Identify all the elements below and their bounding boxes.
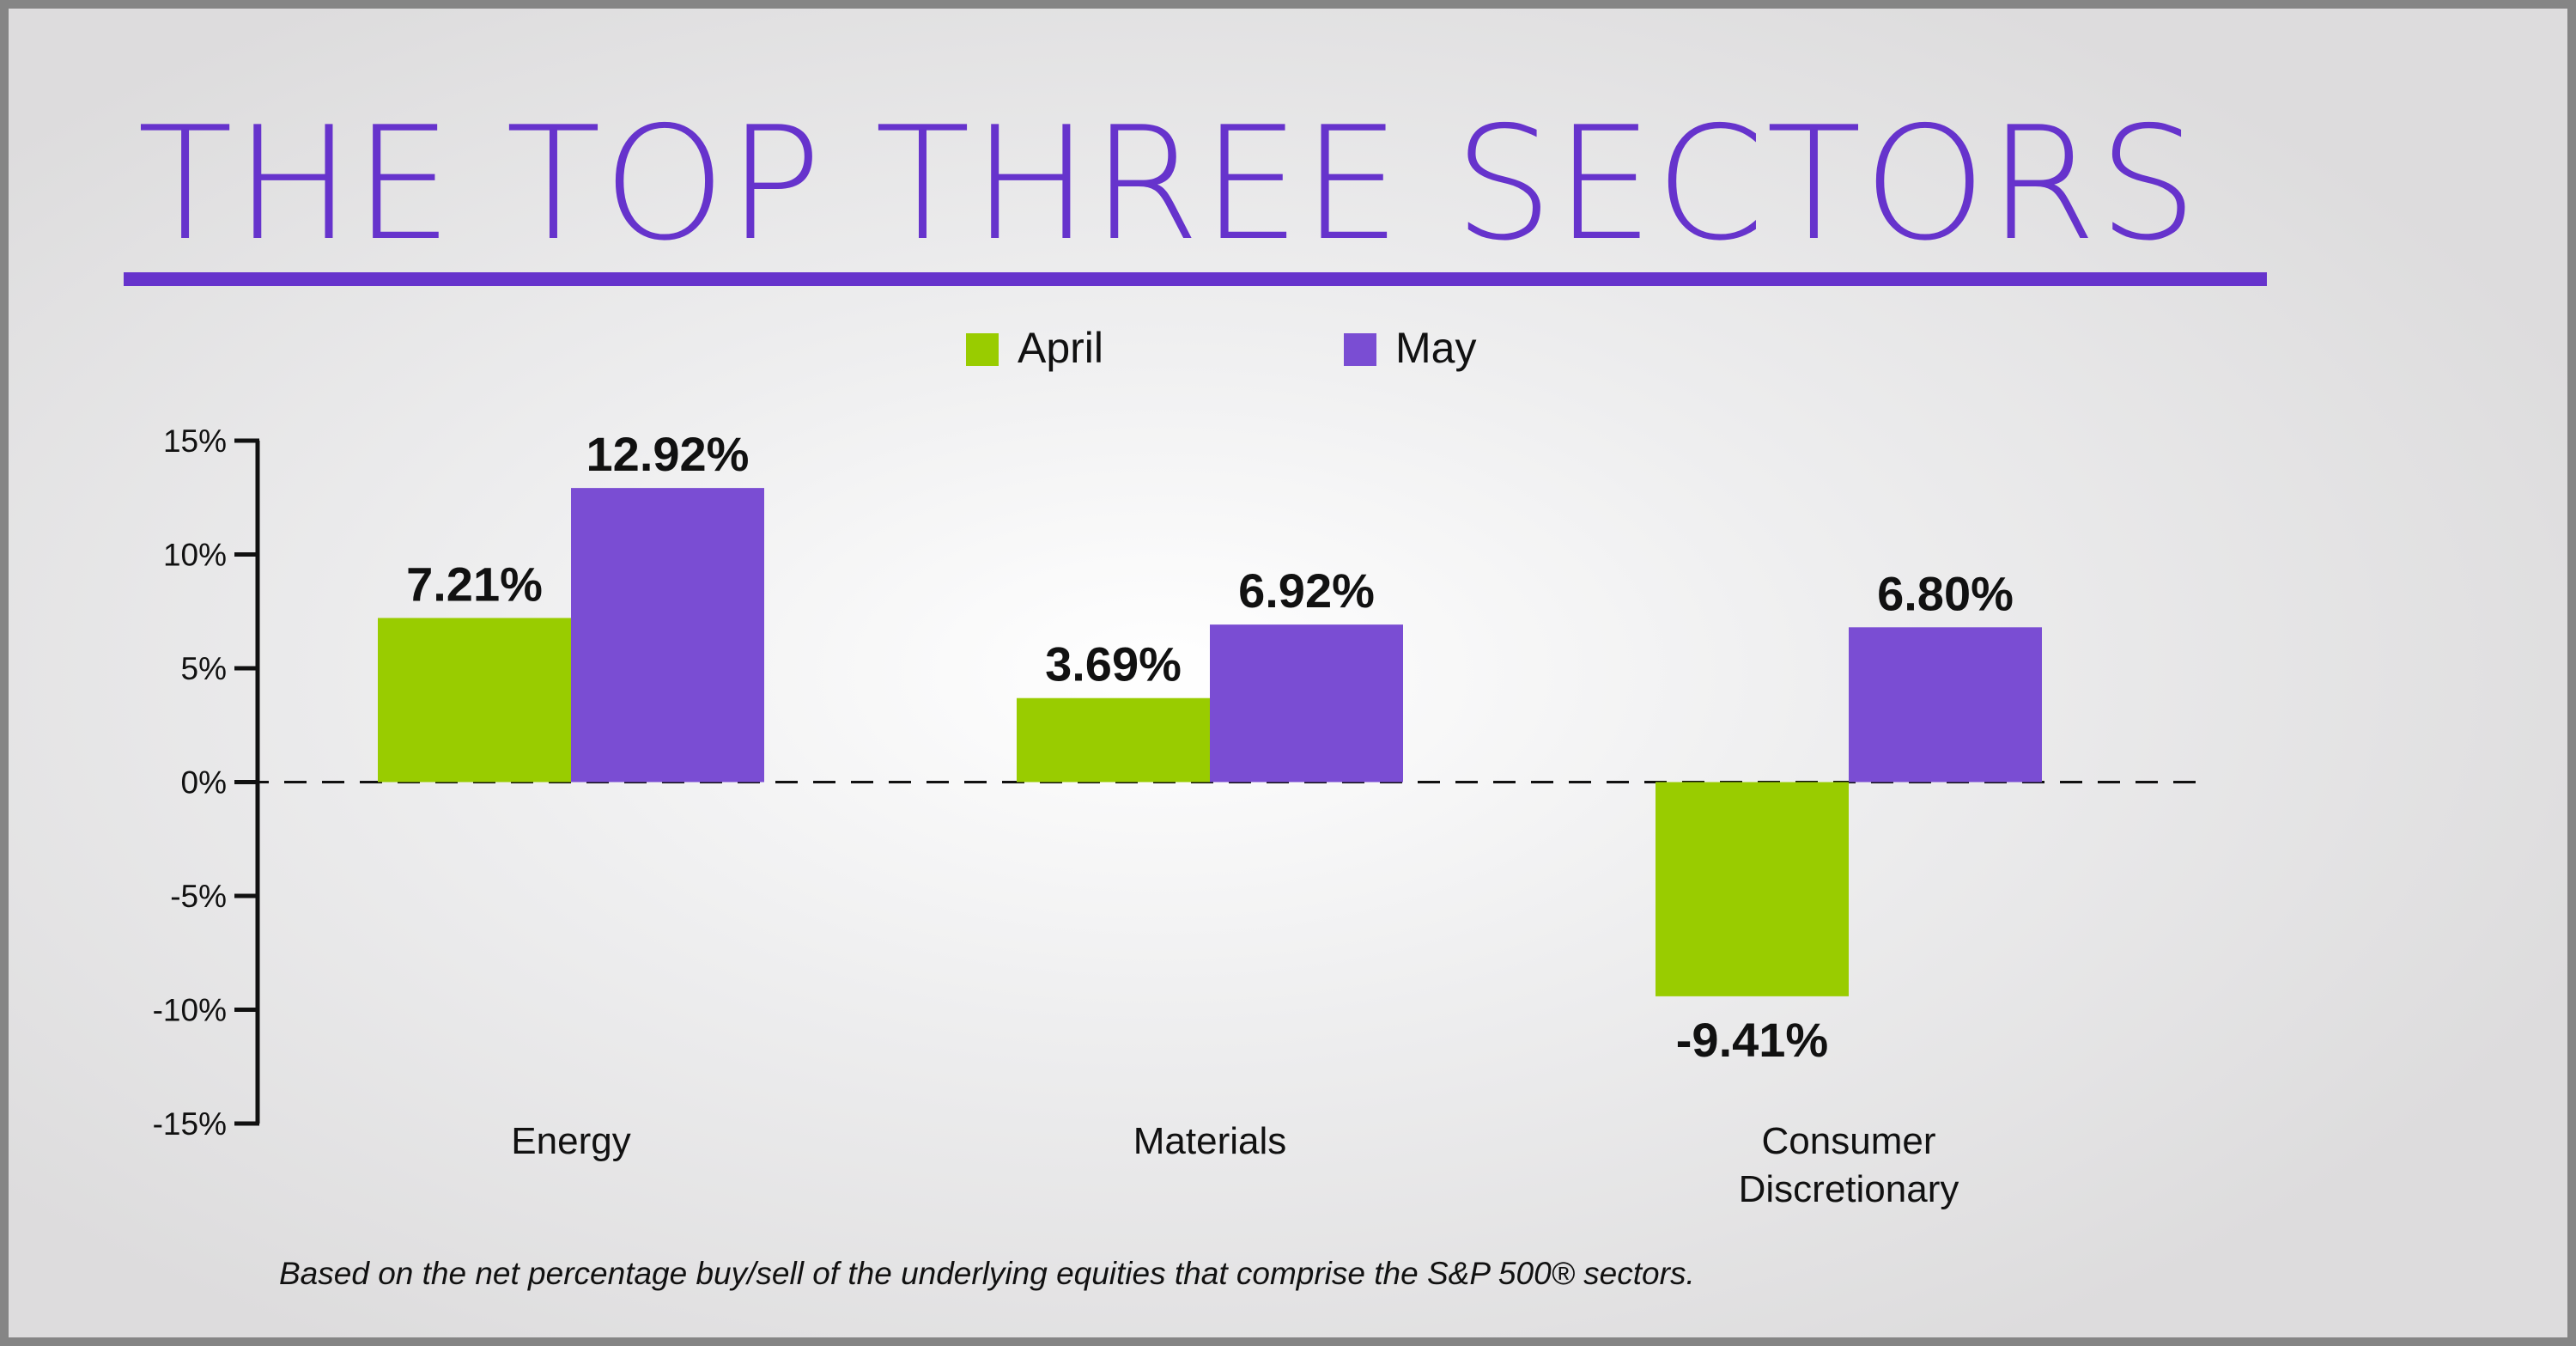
y-tick-label: 0%: [181, 765, 227, 801]
data-label: 12.92%: [586, 427, 750, 481]
bar-may-energy: [571, 488, 764, 783]
category-label: Consumer: [1762, 1120, 1936, 1162]
legend: April May: [966, 324, 1476, 372]
chart-title: THE TOP THREE SECTORS: [137, 93, 2199, 275]
y-tick-label: 15%: [163, 423, 227, 459]
bar-may-consumer-discretionary: [1849, 627, 2042, 783]
y-tick-label: -15%: [153, 1106, 227, 1142]
y-tick-label: 5%: [181, 651, 227, 686]
legend-label-may: May: [1395, 324, 1476, 372]
category-labels: Energy Materials Consumer Discretionary: [511, 1120, 1959, 1210]
data-label: -9.41%: [1676, 1013, 1828, 1067]
y-tick-label: -10%: [153, 993, 227, 1028]
data-label: 3.69%: [1045, 637, 1182, 691]
category-label: Energy: [511, 1120, 630, 1162]
bars: 7.21% 12.92% 3.69% 6.92% -9.41% 6.80%: [378, 427, 2042, 1067]
y-tick-label: -5%: [170, 879, 227, 914]
y-tick-label: 10%: [163, 538, 227, 573]
bar-may-materials: [1210, 624, 1403, 783]
bar-april-materials: [1017, 697, 1210, 783]
legend-swatch-april: [966, 333, 999, 366]
bar-april-consumer-discretionary: [1656, 782, 1849, 996]
data-label: 7.21%: [406, 557, 543, 611]
category-label: Discretionary: [1739, 1168, 1959, 1210]
y-axis: 15% 10% 5% 0% -5% -10% -15%: [153, 423, 2204, 1142]
legend-label-april: April: [1018, 324, 1103, 372]
category-label: Materials: [1133, 1120, 1287, 1162]
legend-swatch-may: [1344, 333, 1376, 366]
data-label: 6.80%: [1877, 566, 2014, 620]
title-underline: [124, 272, 2267, 286]
bar-april-energy: [378, 618, 571, 783]
footnote: Based on the net percentage buy/sell of …: [279, 1256, 1695, 1291]
data-label: 6.92%: [1238, 563, 1375, 618]
